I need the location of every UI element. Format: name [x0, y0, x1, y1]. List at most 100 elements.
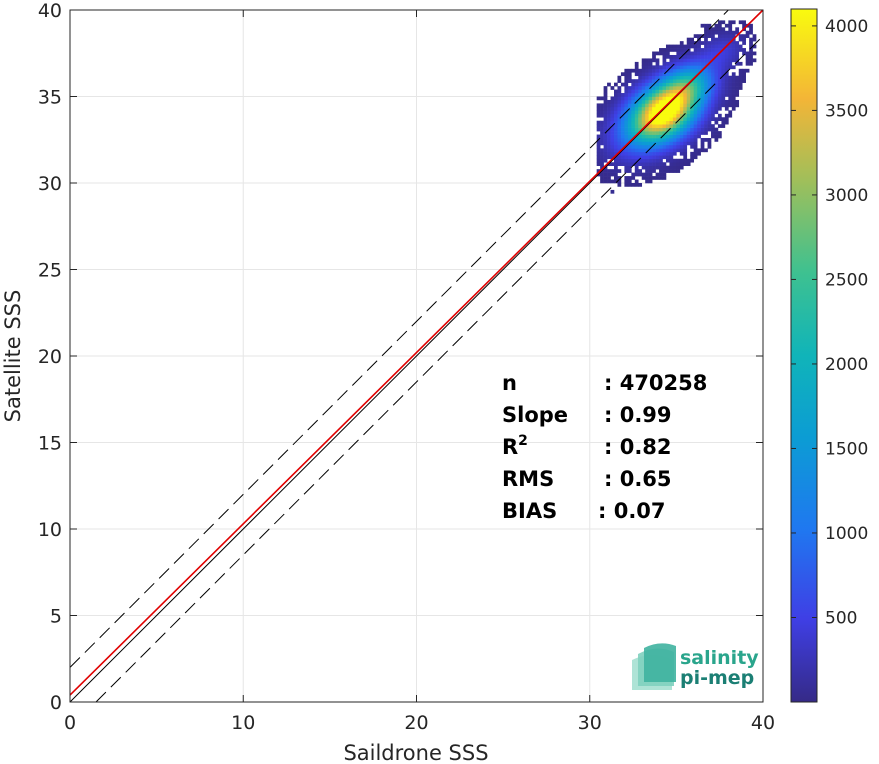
x-tick-label: 20: [404, 712, 428, 734]
density-cell: [721, 99, 726, 104]
density-cell: [669, 68, 674, 73]
density-cell: [707, 106, 712, 111]
density-cell: [596, 141, 601, 146]
density-cell: [704, 30, 708, 35]
density-cell: [665, 99, 670, 104]
density-cell: [600, 124, 604, 128]
density-cell: [662, 144, 667, 149]
density-cell: [624, 106, 629, 111]
density-cell: [659, 113, 663, 118]
density-cell: [669, 151, 674, 156]
density-cell: [693, 34, 698, 38]
density-cell: [645, 86, 649, 90]
density-cell: [724, 82, 729, 87]
density-cell: [724, 79, 729, 83]
density-cell: [652, 131, 656, 135]
density-cell: [631, 106, 636, 111]
density-cell: [648, 82, 653, 87]
density-cell: [617, 99, 622, 104]
density-cell: [721, 41, 726, 45]
density-cell: [711, 110, 715, 115]
density-cell: [652, 68, 656, 73]
density-cell: [728, 75, 733, 80]
density-cell: [662, 89, 667, 94]
density-cell: [676, 65, 681, 70]
density-cell: [617, 162, 622, 166]
density-cell: [669, 138, 674, 142]
density-cell: [641, 158, 646, 163]
density-cell: [655, 172, 660, 177]
density-cell: [707, 72, 712, 77]
density-cell: [724, 75, 729, 80]
density-cell: [652, 151, 656, 156]
density-cell: [652, 106, 656, 111]
density-cell: [645, 148, 649, 153]
density-cell: [596, 134, 601, 139]
density-cell: [652, 148, 656, 153]
density-cell: [627, 113, 632, 118]
density-cell: [690, 75, 695, 80]
density-cell: [738, 75, 743, 80]
density-cell: [728, 113, 733, 118]
density-cell: [704, 120, 708, 125]
density-cell: [686, 89, 691, 94]
density-cell: [672, 54, 677, 59]
density-cell: [634, 120, 639, 125]
density-cell: [652, 51, 656, 56]
density-cell: [686, 131, 691, 135]
density-cell: [735, 99, 740, 104]
density-cell: [679, 127, 684, 132]
density-cell: [627, 93, 632, 97]
density-cell: [669, 79, 674, 83]
density-cell: [634, 144, 639, 149]
density-cell: [707, 75, 712, 80]
density-cell: [731, 82, 736, 87]
density-cell: [714, 65, 719, 70]
density-cell: [627, 151, 632, 156]
density-cell: [610, 179, 615, 184]
density-cell: [596, 120, 601, 125]
density-cell: [697, 120, 701, 125]
density-cell: [652, 72, 656, 77]
density-cell: [638, 103, 643, 108]
density-cell: [717, 93, 722, 97]
density-cell: [620, 93, 625, 97]
density-cell: [645, 158, 649, 163]
density-cell: [731, 96, 736, 101]
density-cell: [721, 44, 726, 49]
density-cell: [662, 82, 667, 87]
density-cell: [648, 65, 653, 70]
statistics-box: n: 470258 Slope: 0.99 R2: 0.82 RMS: 0.65 BIA…: [502, 371, 707, 523]
density-cell: [648, 179, 653, 184]
density-cell: [655, 144, 660, 149]
density-cell: [704, 131, 708, 135]
density-cell: [742, 68, 746, 73]
density-cell: [620, 72, 625, 77]
density-cell: [676, 68, 681, 73]
density-cell: [711, 65, 715, 70]
density-cell: [686, 93, 691, 97]
density-cell: [735, 41, 740, 45]
density-cell: [679, 162, 684, 166]
density-cell: [665, 141, 670, 146]
density-cell: [714, 110, 719, 115]
density-cell: [717, 79, 722, 83]
density-cell: [634, 65, 639, 70]
density-cell: [600, 106, 604, 111]
density-cell: [717, 37, 722, 42]
density-cell: [683, 82, 688, 87]
density-cell: [620, 131, 625, 135]
density-cell: [614, 169, 618, 173]
density-cell: [652, 58, 656, 63]
density-cell: [717, 27, 722, 32]
density-cell: [735, 30, 740, 35]
density-cell: [676, 54, 681, 59]
density-cell: [704, 34, 708, 38]
density-cell: [707, 82, 712, 87]
density-cell: [704, 44, 708, 49]
density-cell: [659, 169, 663, 173]
density-cell: [690, 72, 695, 77]
density-cell: [749, 61, 753, 66]
density-cell: [645, 68, 649, 73]
density-cell: [607, 110, 611, 115]
